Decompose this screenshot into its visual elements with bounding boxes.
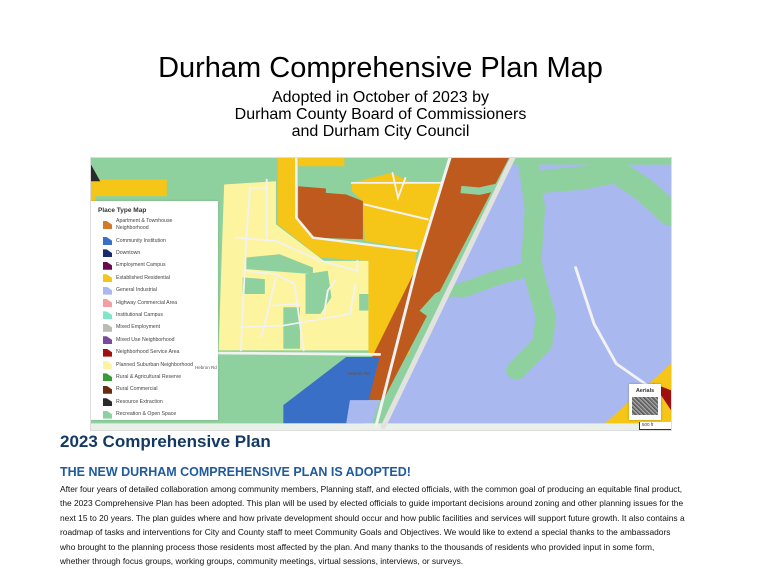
legend-item-label: Resource Extraction [116,398,163,405]
subtitle-line-1: Adopted in October of 2023 by [271,89,490,106]
section-heading: 2023 Comprehensive Plan [60,432,271,451]
legend-swatch-icon [103,398,112,407]
place-type-map[interactable]: Place Type Map Apartment & Townhouse Nei… [90,157,672,431]
legend-item: Resource Extraction [103,398,163,407]
general-industrial-area [383,158,671,424]
road-label-hebron-rd: Hebron Rd [195,365,217,370]
aerial-thumbnail [632,397,658,415]
aerials-basemap-toggle[interactable]: Aerials [629,384,661,420]
map-canvas[interactable] [91,158,671,430]
legend-item: General Industrial [103,286,157,295]
legend-item-label: Mixed Employment [116,324,161,331]
legend-item-label: Institutional Campus [116,311,163,318]
legend-swatch-icon [103,286,112,295]
legend-item-label: Rural & Agricultural Reserve [116,373,182,380]
apartment-townhouse-area [366,158,509,401]
scale-bar: 500 ft [639,422,671,430]
legend-item-label: Recreation & Open Space [116,411,177,418]
legend-item: Employment Campus [103,261,166,270]
legend-item: Apartment & Townhouse Neighborhood [103,218,178,232]
established-residential-area [298,158,345,167]
legend-item: Mixed Employment [103,323,161,332]
legend-item-label: Highway Commercial Area [116,299,178,306]
aerials-label: Aerials [635,388,655,394]
legend-swatch-icon [103,410,112,419]
legend-item-label: Employment Campus [116,262,166,269]
legend-item: Institutional Campus [103,311,163,320]
legend-swatch-icon [103,348,112,357]
established-residential-area [277,158,417,354]
legend-item: Rural Commercial [103,385,158,394]
legend-swatch-icon [103,323,112,332]
legend-item: Community Institution [103,237,166,245]
legend-swatch-icon [103,274,112,283]
legend-swatch-icon [103,336,112,345]
legend-item-label: Mixed Use Neighborhood [116,336,175,343]
legend-swatch-icon [103,261,112,270]
apartment-townhouse-area [298,186,363,240]
open-space-pockets [242,254,369,349]
established-residential-area [91,179,167,197]
general-industrial-area [346,400,380,424]
legend-title: Place Type Map [98,207,147,214]
legend-item-label: Established Residential [116,274,170,281]
legend-swatch-icon [103,237,112,245]
legend-item: Rural & Agricultural Reserve [103,373,182,382]
legend-item: Recreation & Open Space [103,410,177,419]
legend-item-label: Community Institution [116,237,166,244]
legend-item: Mixed Use Neighborhood [103,336,175,345]
legend-item-label: Planned Suburban Neighborhood [116,361,194,368]
subtitle-line-3: and Durham City Council [291,123,470,140]
stream-corridor [452,158,671,380]
legend-swatch-icon [103,221,112,229]
page-title: Durham Comprehensive Plan Map [158,52,603,84]
stream-corridor [460,182,503,195]
legend-item-label: Apartment & Townhouse Neighborhood [116,218,173,231]
legend-swatch-icon [103,249,112,258]
article-body: After four years of detailed collaborati… [60,484,685,567]
legend-swatch-icon [103,361,112,369]
resource-extraction-area [91,164,101,182]
legend-item-label: Rural Commercial [116,386,158,393]
road-label-hebron-rd: Hebron Rd [348,371,370,376]
legend-item: Neighborhood Service Area [103,348,180,357]
legend-swatch-icon [103,373,112,382]
legend-item: Highway Commercial Area [103,299,177,307]
legend-item-label: Downtown [116,249,141,256]
roads [217,158,652,430]
legend-item-label: General Industrial [116,287,157,294]
legend-item: Established Residential [103,274,170,283]
legend-item: Planned Suburban Neighborhood [103,361,193,369]
legend-swatch-icon [103,311,112,320]
subtitle-line-2: Durham County Board of Commissioners [234,106,527,123]
legend-item-label: Neighborhood Service Area [116,349,180,356]
legend-item: Downtown [103,249,141,258]
legend-swatch-icon [103,299,112,307]
map-legend: Place Type Map Apartment & Townhouse Nei… [91,201,218,420]
legend-swatch-icon [103,385,112,394]
section-subheading: THE NEW DURHAM COMPREHENSIVE PLAN IS ADO… [60,465,411,479]
stream-corridor [419,282,464,318]
